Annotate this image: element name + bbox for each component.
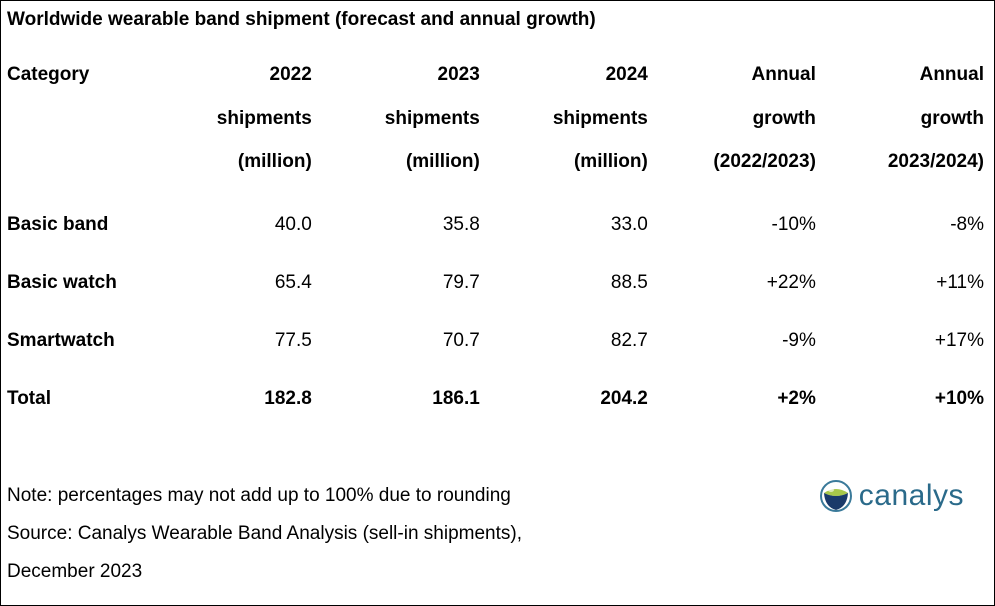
table-row: Basic band 40.0 35.8 33.0 -10% -8% xyxy=(7,196,984,254)
cell-value: -9% xyxy=(648,312,816,370)
footer-area: Note: percentages may not add up to 100%… xyxy=(7,477,984,591)
cell-value: 77.5 xyxy=(144,312,312,370)
cell-value: 204.2 xyxy=(480,370,648,428)
cell-value: 33.0 xyxy=(480,196,648,254)
source-text-2: December 2023 xyxy=(7,553,522,591)
cell-value: +17% xyxy=(816,312,984,370)
cell-value: 40.0 xyxy=(144,196,312,254)
header-text: growth xyxy=(921,108,984,129)
table-header-row: Category 2022 shipments (million) 2023 s… xyxy=(7,53,984,196)
cell-value: +2% xyxy=(648,370,816,428)
report-title: Worldwide wearable band shipment (foreca… xyxy=(7,9,984,31)
cell-value: -8% xyxy=(816,196,984,254)
header-text: 2023/2024) xyxy=(888,151,984,172)
header-text: Annual xyxy=(920,64,984,85)
table-row: Basic watch 65.4 79.7 88.5 +22% +11% xyxy=(7,254,984,312)
logo-text: canalys xyxy=(859,479,964,513)
cell-category: Total xyxy=(7,370,144,428)
header-text: Category xyxy=(7,64,89,85)
cell-value: 35.8 xyxy=(312,196,480,254)
shipment-table: Category 2022 shipments (million) 2023 s… xyxy=(7,53,984,428)
cell-value: 79.7 xyxy=(312,254,480,312)
report-panel: Worldwide wearable band shipment (foreca… xyxy=(0,0,995,606)
source-text-1: Source: Canalys Wearable Band Analysis (… xyxy=(7,515,522,553)
cell-value: 82.7 xyxy=(480,312,648,370)
cell-value: 88.5 xyxy=(480,254,648,312)
cell-value: -10% xyxy=(648,196,816,254)
header-text: (million) xyxy=(238,151,312,172)
header-text: shipments xyxy=(385,108,480,129)
table-body: Basic band 40.0 35.8 33.0 -10% -8% Basic… xyxy=(7,196,984,428)
cell-category: Basic watch xyxy=(7,254,144,312)
cell-value: +11% xyxy=(816,254,984,312)
note-text: Note: percentages may not add up to 100%… xyxy=(7,477,522,515)
header-text: (2022/2023) xyxy=(713,151,815,172)
header-text: 2023 xyxy=(438,64,480,85)
header-text: 2022 xyxy=(270,64,312,85)
cell-value: +22% xyxy=(648,254,816,312)
col-header-growth-1: Annual growth (2022/2023) xyxy=(648,53,816,196)
header-text: shipments xyxy=(553,108,648,129)
col-header-category: Category xyxy=(7,53,144,196)
cell-value: 182.8 xyxy=(144,370,312,428)
footer-notes: Note: percentages may not add up to 100%… xyxy=(7,477,522,591)
globe-icon xyxy=(819,479,853,513)
col-header-2023: 2023 shipments (million) xyxy=(312,53,480,196)
cell-value: 186.1 xyxy=(312,370,480,428)
col-header-growth-2: Annual growth 2023/2024) xyxy=(816,53,984,196)
cell-category: Smartwatch xyxy=(7,312,144,370)
canalys-logo: canalys xyxy=(819,479,964,513)
header-text: growth xyxy=(753,108,816,129)
cell-value: 65.4 xyxy=(144,254,312,312)
cell-category: Basic band xyxy=(7,196,144,254)
table-row-total: Total 182.8 186.1 204.2 +2% +10% xyxy=(7,370,984,428)
col-header-2024: 2024 shipments (million) xyxy=(480,53,648,196)
header-text: Annual xyxy=(752,64,816,85)
header-text: (million) xyxy=(574,151,648,172)
header-text: 2024 xyxy=(606,64,648,85)
header-text: shipments xyxy=(217,108,312,129)
cell-value: 70.7 xyxy=(312,312,480,370)
cell-value: +10% xyxy=(816,370,984,428)
col-header-2022: 2022 shipments (million) xyxy=(144,53,312,196)
table-row: Smartwatch 77.5 70.7 82.7 -9% +17% xyxy=(7,312,984,370)
header-text: (million) xyxy=(406,151,480,172)
